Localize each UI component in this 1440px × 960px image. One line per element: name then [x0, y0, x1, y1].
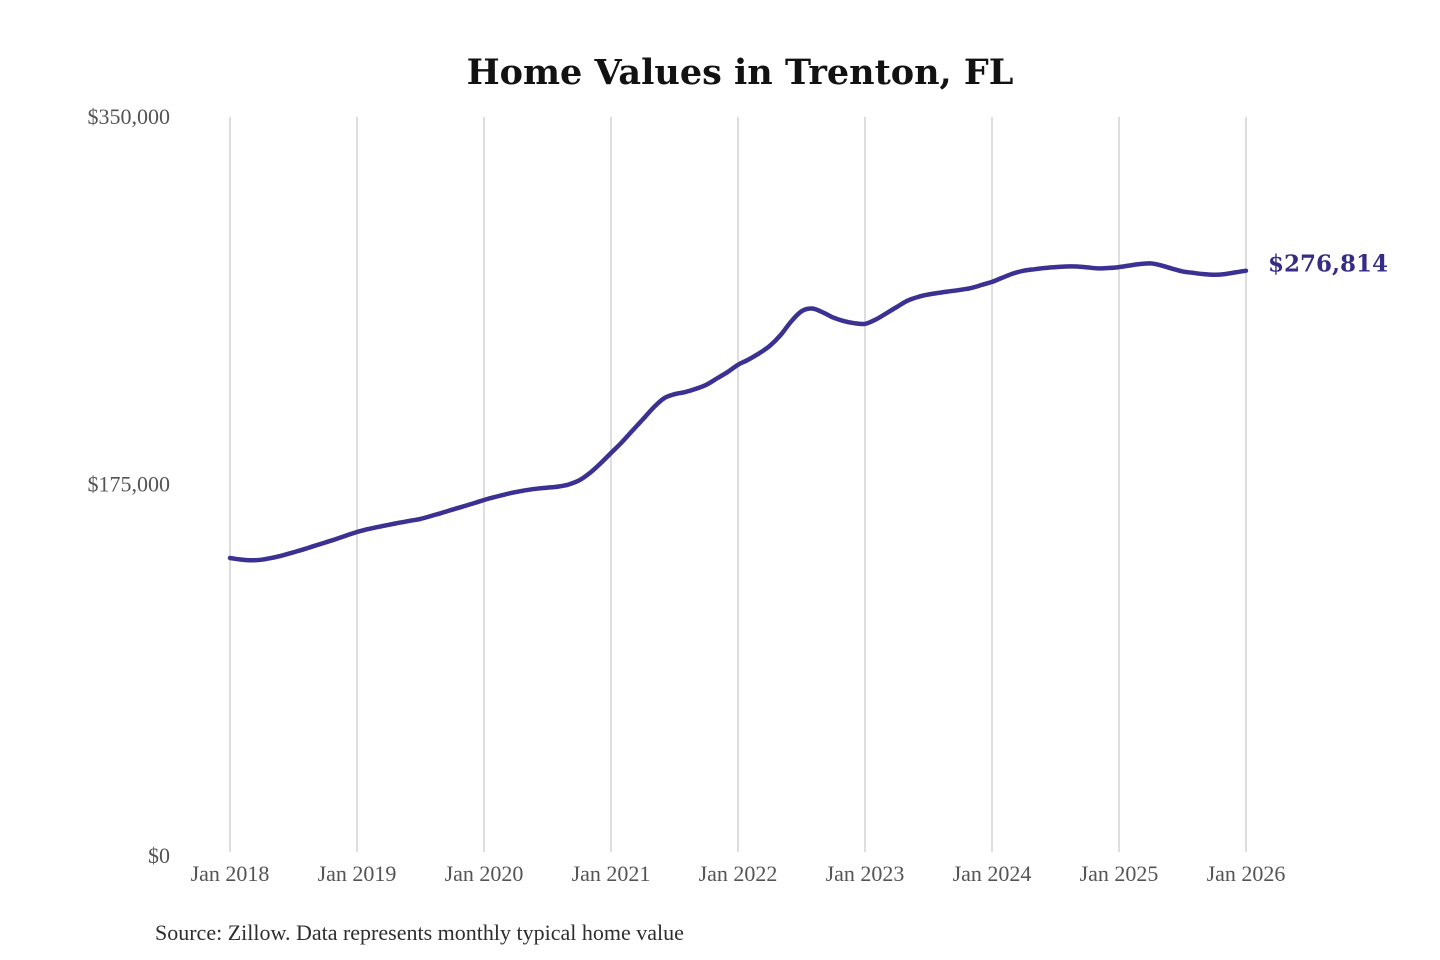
source-note: Source: Zillow. Data represents monthly …: [155, 920, 684, 945]
y-axis-labels: $0 $175,000 $350,000: [88, 104, 171, 868]
y-axis-label: $350,000: [88, 104, 171, 129]
x-axis-label: Jan 2019: [318, 861, 397, 886]
x-axis-label: Jan 2025: [1080, 861, 1159, 886]
x-axis-label: Jan 2022: [699, 861, 778, 886]
x-axis-labels: Jan 2018 Jan 2019 Jan 2020 Jan 2021 Jan 2022…: [191, 861, 1286, 886]
current-value-label: $276,814: [1268, 251, 1388, 278]
home-value-line: [227, 261, 1249, 563]
y-axis-label: $175,000: [88, 472, 171, 497]
x-axis-label: Jan 2020: [445, 861, 524, 886]
y-axis-label: $0: [148, 843, 170, 868]
x-axis-label: Jan 2018: [191, 861, 270, 886]
x-axis-label: Jan 2021: [572, 861, 651, 886]
gridlines: [229, 117, 1247, 852]
x-axis-label: Jan 2026: [1207, 861, 1286, 886]
chart-title: Home Values in Trenton, FL: [467, 52, 1014, 93]
x-axis-label: Jan 2023: [826, 861, 905, 886]
x-axis-label: Jan 2024: [953, 861, 1032, 886]
